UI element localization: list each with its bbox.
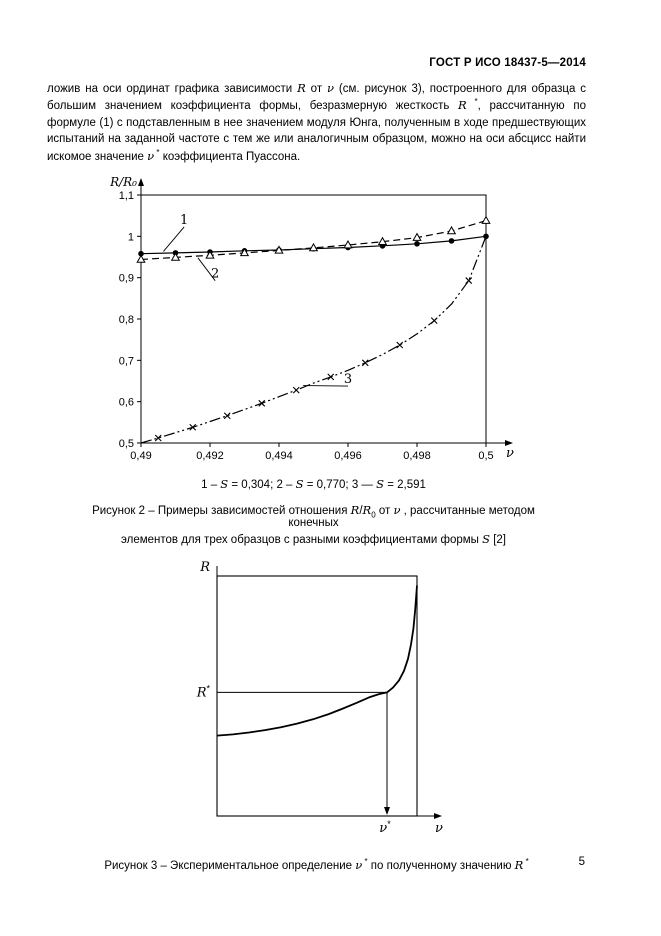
x-axis-arrow-icon <box>505 440 513 447</box>
marker-dot-icon <box>448 238 455 244</box>
marker-dot-icon <box>138 251 144 257</box>
curve-label-leader <box>163 226 185 252</box>
x-tick-label: 0,498 <box>403 450 431 462</box>
curve-label-1: 1 <box>180 213 188 228</box>
marker-triangle-icon <box>308 243 319 252</box>
marker-triangle-icon <box>446 226 457 235</box>
x-axis-label: ν <box>435 821 443 836</box>
marker-x-icon <box>361 359 369 367</box>
x-axis-label: ν <box>506 446 514 461</box>
y-tick-label: 0,6 <box>119 397 134 409</box>
marker-x-icon <box>189 424 197 431</box>
x-tick-label: 0,494 <box>265 450 293 462</box>
marker-dot-icon <box>414 241 420 247</box>
plot-box <box>215 575 418 817</box>
figure2-caption-line2: элементов для трех образцов с разными ко… <box>121 532 506 547</box>
body-paragraph: ложив на оси ординат графика зависимости… <box>47 81 586 163</box>
marker-x-icon <box>292 386 300 394</box>
x-tick-label: 0,496 <box>334 450 362 462</box>
plot-box <box>140 194 487 444</box>
nustar-arrow-icon <box>383 807 390 816</box>
x-tick-label: 0,492 <box>196 450 224 462</box>
marker-triangle-icon <box>377 236 388 246</box>
y-tick-label: 0,8 <box>119 314 134 326</box>
marker-triangle-icon <box>170 252 181 261</box>
figure2-caption-line1: Рисунок 2 – Примеры зависимостей отношен… <box>92 503 535 530</box>
figure3-chart: Rν R* ν* <box>195 560 443 836</box>
curve-label-3: 3 <box>344 372 352 387</box>
marker-triangle-icon <box>205 250 215 259</box>
marker-x-icon <box>465 277 473 285</box>
marker-x-icon <box>258 400 266 407</box>
series-line-3 <box>140 236 487 444</box>
marker-triangle-icon <box>481 215 491 225</box>
curve-label-leader <box>197 257 216 282</box>
figure2-chart: R/R₀ ν 0,5 0,6 0,7 0,8 0,9 1 1,1 0,49 0,492 0,494 0,… <box>109 175 514 462</box>
x-axis-arrow-icon <box>433 813 442 820</box>
y-axis-label: R/R₀ <box>109 175 137 189</box>
curve-label-leader <box>303 385 349 387</box>
x-tick-label: 0,49 <box>130 450 151 462</box>
y-tick-label: 1 <box>128 232 134 244</box>
y-tick-label: 0,9 <box>119 273 134 285</box>
curve-label-2: 2 <box>211 267 219 282</box>
marker-x-icon <box>430 317 438 325</box>
figure2: R/R₀ ν 0,5 0,6 0,7 0,8 0,9 1 1,1 0,49 0,492 0,494 0,… <box>91 171 536 546</box>
response-curve <box>216 585 418 737</box>
marker-x-icon <box>223 412 231 420</box>
marker-triangle-icon <box>343 240 353 249</box>
marker-dot-icon <box>483 233 489 240</box>
y-tick-label: 1,1 <box>119 190 134 202</box>
y-tick-label: 0,7 <box>119 356 134 368</box>
marker-triangle-icon <box>412 232 422 242</box>
x-tick-label: 0,5 <box>478 450 493 462</box>
y-axis-arrow-icon <box>138 178 144 187</box>
marker-triangle-icon <box>136 254 146 263</box>
nustar-label: ν* <box>379 819 391 836</box>
page-number: 5 <box>578 856 585 868</box>
figure3-caption: Рисунок 3 – Экспериментальное определени… <box>104 857 529 873</box>
marker-x-icon <box>154 434 162 442</box>
y-tick-label: 0,5 <box>119 438 134 450</box>
marker-x-icon <box>327 373 335 381</box>
rstar-label: R* <box>195 684 210 701</box>
marker-x-icon <box>396 341 404 349</box>
page-header: ГОСТ Р ИСО 18437-5—2014 <box>429 57 586 69</box>
marker-triangle-icon <box>239 248 250 257</box>
figure2-legend: 1 – S = 0,304; 2 – S = 0,770; 3 — S = 2,… <box>201 477 426 492</box>
y-axis-label: R <box>199 560 210 575</box>
series-line-2 <box>140 220 487 261</box>
marker-triangle-icon <box>274 245 284 254</box>
